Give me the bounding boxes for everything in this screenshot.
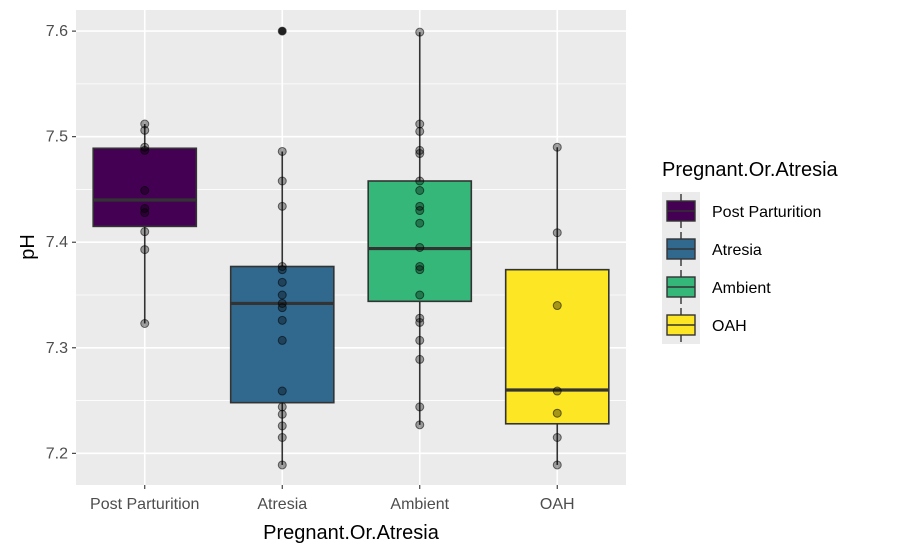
box-iqr xyxy=(229,265,335,404)
data-point xyxy=(140,208,150,218)
data-point xyxy=(277,262,287,271)
data-point xyxy=(277,176,287,186)
legend-title: Pregnant.Or.Atresia xyxy=(662,159,839,181)
legend-items: Post Parturition Atresia Ambient OAH xyxy=(662,192,821,344)
data-point xyxy=(140,227,150,237)
data-point xyxy=(415,262,425,271)
x-tick-label: OAH xyxy=(540,496,575,513)
legend-item: OAH xyxy=(662,306,747,344)
data-point xyxy=(415,354,425,364)
data-point xyxy=(415,420,425,430)
data-point xyxy=(552,301,562,311)
box-iqr xyxy=(504,268,610,425)
data-point xyxy=(415,317,425,327)
data-point xyxy=(140,125,150,135)
data-point xyxy=(277,290,287,300)
data-point xyxy=(277,201,287,211)
box-iqr xyxy=(367,180,473,303)
x-axis: Post Parturition Atresia Ambient OAH xyxy=(90,485,575,513)
data-point xyxy=(277,277,287,287)
data-point xyxy=(140,245,150,255)
data-points xyxy=(140,26,562,470)
box-ambient xyxy=(367,32,473,425)
y-tick-label: 7.6 xyxy=(46,23,68,40)
data-point xyxy=(552,386,562,396)
outlier-point xyxy=(278,27,287,35)
data-point xyxy=(140,186,150,195)
data-point xyxy=(415,149,425,159)
data-point xyxy=(277,146,287,156)
y-tick-label: 7.2 xyxy=(46,445,68,462)
y-tick-label: 7.4 xyxy=(46,234,68,251)
legend-label: Post Parturition xyxy=(712,204,821,221)
data-point xyxy=(415,145,425,155)
data-point xyxy=(277,421,287,431)
legend: Pregnant.Or.Atresia Post Parturition Atre… xyxy=(662,159,839,344)
data-point xyxy=(277,265,287,275)
data-point xyxy=(415,186,425,195)
data-point xyxy=(415,218,425,228)
data-point xyxy=(277,303,287,313)
data-point xyxy=(415,119,425,129)
x-tick-label: Atresia xyxy=(257,496,307,513)
box-atresia xyxy=(229,27,335,465)
data-point xyxy=(277,433,287,442)
legend-item: Post Parturition xyxy=(662,192,821,230)
y-axis-title: pH xyxy=(17,234,39,260)
data-point xyxy=(277,409,287,419)
data-point xyxy=(552,408,562,418)
data-point xyxy=(552,460,562,470)
data-point xyxy=(552,142,562,152)
data-point xyxy=(277,315,287,325)
data-point xyxy=(552,433,562,442)
data-point xyxy=(277,26,287,36)
legend-label: OAH xyxy=(712,318,747,335)
legend-item: Atresia xyxy=(662,230,762,268)
boxes xyxy=(92,27,610,465)
legend-label: Ambient xyxy=(712,280,771,297)
data-point xyxy=(415,335,425,345)
data-point xyxy=(415,126,425,136)
data-point xyxy=(277,460,287,470)
x-tick-label: Ambient xyxy=(390,496,449,513)
y-tick-label: 7.3 xyxy=(46,340,68,357)
data-point xyxy=(415,290,425,300)
box-oah xyxy=(504,147,610,465)
data-point xyxy=(140,145,150,155)
data-point xyxy=(415,206,425,216)
data-point xyxy=(415,265,425,275)
box-iqr xyxy=(92,147,198,228)
data-point xyxy=(415,176,425,186)
data-point xyxy=(140,142,150,152)
data-point xyxy=(140,119,150,129)
data-point xyxy=(140,319,150,328)
data-point xyxy=(277,335,287,345)
data-point xyxy=(415,243,425,252)
data-point xyxy=(277,386,287,396)
x-tick-label: Post Parturition xyxy=(90,496,199,513)
data-point xyxy=(415,27,425,37)
legend-label: Atresia xyxy=(712,242,762,259)
data-point xyxy=(552,228,562,238)
x-axis-title: Pregnant.Or.Atresia xyxy=(263,522,440,544)
legend-item: Ambient xyxy=(662,268,771,306)
y-axis: 7.2 7.3 7.4 7.5 7.6 xyxy=(46,23,76,462)
data-point xyxy=(415,402,425,412)
box-post-parturition xyxy=(92,124,198,324)
data-point xyxy=(277,402,287,412)
y-tick-label: 7.5 xyxy=(46,129,68,146)
